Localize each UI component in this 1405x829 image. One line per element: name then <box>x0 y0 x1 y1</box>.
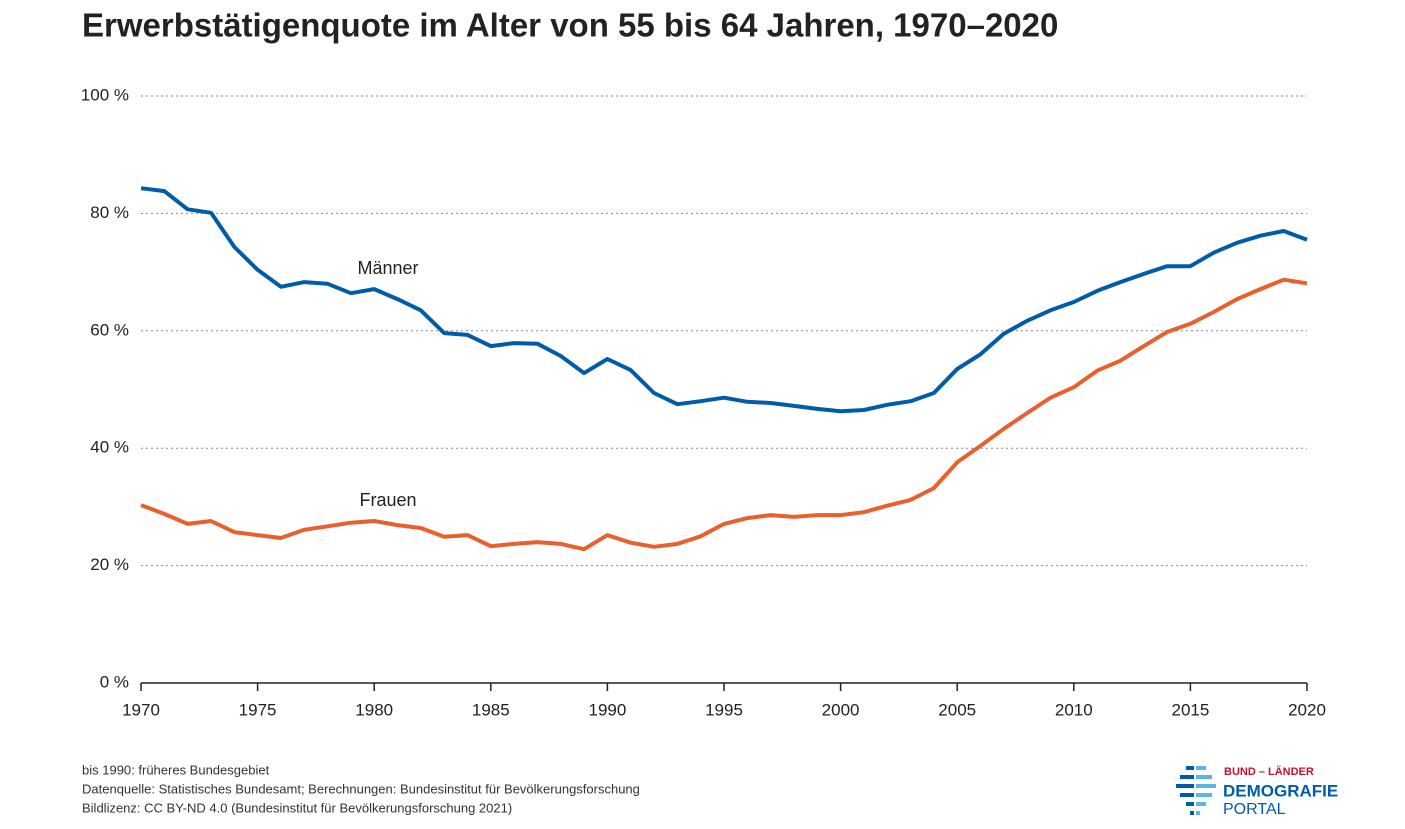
series-label: Männer <box>357 258 418 278</box>
x-tick-label: 1970 <box>122 700 160 719</box>
note: Datenquelle: Statistisches Bundesamt; Be… <box>82 781 640 796</box>
x-tick-label: 2020 <box>1288 700 1326 719</box>
y-tick-label: 80 % <box>90 203 129 222</box>
series-line <box>140 186 1308 414</box>
logo-text: BUND – LÄNDER <box>1224 765 1314 778</box>
logo-text: PORTAL <box>1223 801 1286 818</box>
x-tick-label: 2000 <box>822 700 860 719</box>
x-tick-label: 2015 <box>1171 700 1209 719</box>
note: Bildlizenz: CC BY-ND 4.0 (Bundesinstitut… <box>82 800 512 815</box>
x-tick-label: 2005 <box>938 700 976 719</box>
x-tick-label: 1995 <box>705 700 743 719</box>
y-tick-label: 0 % <box>100 672 129 691</box>
x-tick-label: 1985 <box>472 700 510 719</box>
logo-icon <box>1176 766 1216 815</box>
note: bis 1990: früheres Bundesgebiet <box>82 762 270 777</box>
series-label: Frauen <box>359 490 416 510</box>
x-tick-label: 1990 <box>588 700 626 719</box>
chart-title: Erwerbstätigenquote im Alter von 55 bis … <box>82 7 1058 44</box>
logo-text: DEMOGRAFIE <box>1223 781 1338 800</box>
series-line <box>140 277 1308 552</box>
y-tick-label: 100 % <box>81 85 129 104</box>
x-tick-label: 1980 <box>355 700 393 719</box>
x-tick-label: 1975 <box>239 700 277 719</box>
y-tick-label: 20 % <box>90 555 129 574</box>
y-tick-label: 40 % <box>90 438 129 457</box>
y-tick-label: 60 % <box>90 320 129 339</box>
x-tick-label: 2010 <box>1055 700 1093 719</box>
